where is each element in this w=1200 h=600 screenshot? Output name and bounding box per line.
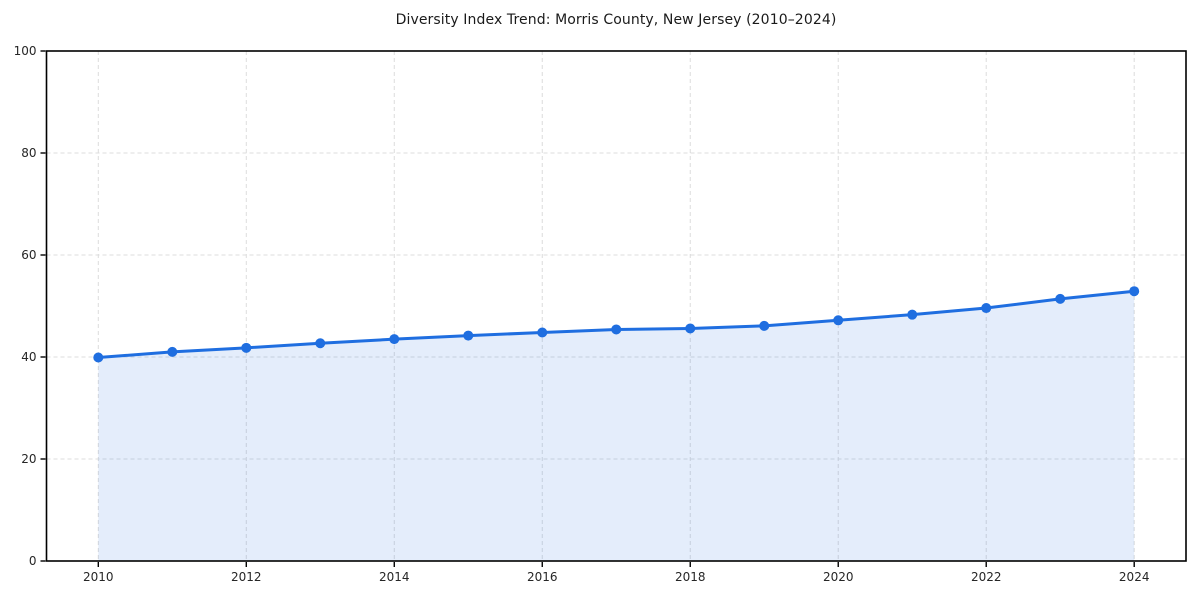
y-tick-label: 20 bbox=[21, 452, 36, 466]
y-tick-label: 60 bbox=[21, 248, 36, 262]
data-point-marker bbox=[93, 352, 104, 363]
data-point-marker bbox=[241, 342, 252, 353]
y-tick-label: 0 bbox=[29, 554, 37, 568]
x-tick-label: 2022 bbox=[971, 570, 1002, 584]
data-point-marker bbox=[685, 323, 696, 334]
x-tick-label: 2016 bbox=[527, 570, 558, 584]
series-area-fill bbox=[98, 291, 1135, 561]
plot-frame bbox=[45, 50, 1187, 562]
data-point-marker bbox=[611, 324, 622, 335]
data-point-marker bbox=[537, 327, 548, 338]
x-tick-label: 2014 bbox=[379, 570, 410, 584]
data-point-marker bbox=[907, 309, 918, 320]
data-point-marker bbox=[833, 315, 844, 326]
data-point-marker bbox=[463, 330, 474, 341]
data-point-marker bbox=[981, 303, 992, 314]
chart-title: Diversity Index Trend: Morris County, Ne… bbox=[395, 12, 837, 28]
data-point-marker bbox=[167, 346, 178, 357]
data-point-marker bbox=[1055, 293, 1066, 304]
data-point-marker bbox=[315, 338, 326, 349]
x-tick-label: 2024 bbox=[1119, 570, 1150, 584]
y-tick-label: 100 bbox=[14, 44, 37, 58]
x-tick-label: 2010 bbox=[83, 570, 114, 584]
y-tick-label: 40 bbox=[21, 350, 36, 364]
data-point-marker bbox=[759, 320, 770, 331]
x-tick-label: 2020 bbox=[823, 570, 854, 584]
data-point-marker bbox=[1129, 286, 1140, 297]
x-tick-label: 2012 bbox=[231, 570, 262, 584]
y-tick-label: 80 bbox=[21, 146, 36, 160]
x-tick-label: 2018 bbox=[675, 570, 706, 584]
data-point-marker bbox=[389, 334, 400, 345]
